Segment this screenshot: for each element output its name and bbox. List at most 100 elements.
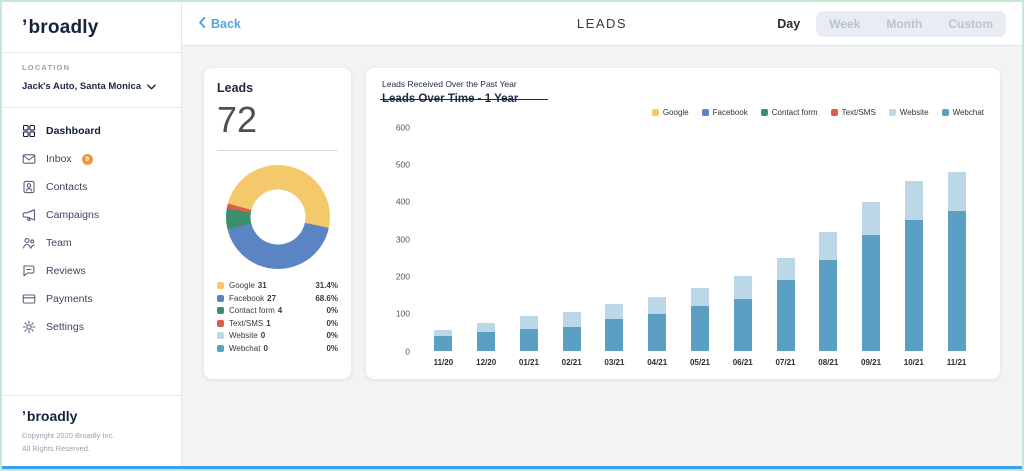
stacked-bar [947,127,966,351]
bar-segment-webchat [690,306,709,351]
chart-legend-item-contact-form: Contact form [760,108,818,117]
x-axis-label: 11/20 [433,358,454,367]
inbox-icon [22,152,36,166]
stacked-bar [690,127,709,351]
location-selector[interactable]: Jack's Auto, Santa Monica [22,77,161,95]
legend-item-text-sms: Text/SMS 1 0% [217,319,338,328]
sidebar-item-label: Campaigns [46,209,100,221]
bar-column-04-21 [636,127,679,351]
bar-segment-webchat [477,332,496,351]
sidebar-item-settings[interactable]: Settings [2,313,181,341]
chevron-left-icon [198,16,206,31]
bar-segment-website [519,315,538,329]
location-value: Jack's Auto, Santa Monica [22,80,142,92]
x-axis-label: 10/21 [903,358,924,367]
chart-legend-item-google: Google [651,108,689,117]
bar-segment-webchat [519,328,538,351]
legend-item-google: Google 31 31.4% [217,281,338,290]
legend-item-facebook: Facebook 27 68.6% [217,294,338,303]
sidebar-item-team[interactable]: Team [2,229,181,257]
brand-flame-icon: ʼ [22,408,26,425]
legend-percent: 0% [326,318,338,328]
stacked-bar [562,127,581,351]
stacked-bar [862,127,881,351]
x-axis-label: 02/21 [561,358,582,367]
legend-percent: 31.4% [315,281,338,290]
legend-swatch [217,294,224,302]
bar-column-01-21 [508,127,551,351]
chart-legend-swatch [701,109,709,116]
leads-source-legend: Google 31 31.4% Facebook 27 68.6% Contact form… [217,281,338,353]
y-axis-label: 500 [395,159,410,170]
y-axis-label: 300 [395,233,410,244]
bar-segment-webchat [819,259,838,351]
legend-item-contact-form: Contact form 4 0% [217,306,338,315]
x-axis-label: 05/21 [689,358,710,367]
copyright-line-1: Copyright 2020 Broadly Inc. [22,431,115,441]
stacked-bar [477,127,496,351]
legend-count: 1 [266,318,271,328]
main-panel: Back LEADS Day Week Month Custom Leads 72 G… [182,2,1022,469]
chart-legend-swatch [830,109,838,116]
bar-segment-website [690,287,709,307]
bar-segment-website [434,330,453,337]
chevron-down-icon [147,77,156,95]
bar-segment-website [562,311,581,327]
legend-label: Facebook [229,293,265,303]
sidebar-item-label: Dashboard [46,125,101,137]
x-axis-label: 09/21 [861,358,882,367]
chart-legend-label: Text/SMS [841,108,876,117]
team-icon [22,236,36,250]
tab-day[interactable]: Day [777,16,801,31]
legend-item-website: Website 0 0% [217,331,338,340]
legend-percent: 0% [326,343,338,353]
copyright-line-2: All Rights Reserved. [22,443,90,453]
range-tab-group: Week Month Custom [816,10,1006,37]
sidebar-item-dashboard[interactable]: Dashboard [2,117,181,145]
sidebar-item-contacts[interactable]: Contacts [2,173,181,201]
brand-name: broadly [28,17,99,38]
bar-column-02-21 [550,127,593,351]
sidebar-item-payments[interactable]: Payments [2,285,181,313]
sidebar-item-inbox[interactable]: Inbox 9 [2,145,181,173]
x-axis: 11/20 12/20 01/21 02/21 03/21 04/21 05/21 06/21… [422,358,978,367]
divider [2,107,181,108]
bar-segment-webchat [733,298,752,351]
bar-column-06-21 [721,127,764,351]
bar-column-07-21 [764,127,807,351]
date-range-tabs: Day Week Month Custom [769,10,1006,37]
tab-custom[interactable]: Custom [948,16,993,31]
legend-count: 0 [263,343,268,353]
stacked-bar [519,127,538,351]
bar-segment-webchat [904,220,923,351]
sidebar-item-label: Reviews [46,265,86,277]
chart-legend-swatch [651,109,659,116]
stacked-bar [904,127,923,351]
payments-icon [22,292,36,306]
bar-chart: 0 100 200 300 400 500 600 11/20 12/20 01/21 02/21… [382,123,984,367]
legend-label: Google [229,281,255,290]
dashboard-icon [22,124,36,138]
bar-segment-website [477,323,496,333]
leads-card-title: Leads [217,81,254,95]
brand-flame-icon: ʼ [22,17,28,38]
tab-month[interactable]: Month [886,16,923,31]
chart-legend-swatch [760,109,768,116]
sidebar-item-campaigns[interactable]: Campaigns [2,201,181,229]
stacked-bar [434,127,453,351]
back-button[interactable]: Back [198,16,241,31]
chart-legend-item-website: Website [888,108,929,117]
bar-segment-website [605,304,624,320]
bar-segment-webchat [434,336,453,351]
footer-brand-logo: ʼbroadly [22,408,78,425]
leads-total-count: 72 [217,99,338,151]
legend-label: Text/SMS [229,318,264,328]
chart-legend-swatch [888,109,896,116]
stacked-bar [733,127,752,351]
x-axis-label: 06/21 [732,358,753,367]
brand-logo: ʼbroadly [2,2,181,52]
donut-hole [250,189,305,245]
tab-week[interactable]: Week [829,16,861,31]
sidebar-item-reviews[interactable]: Reviews [2,257,181,285]
